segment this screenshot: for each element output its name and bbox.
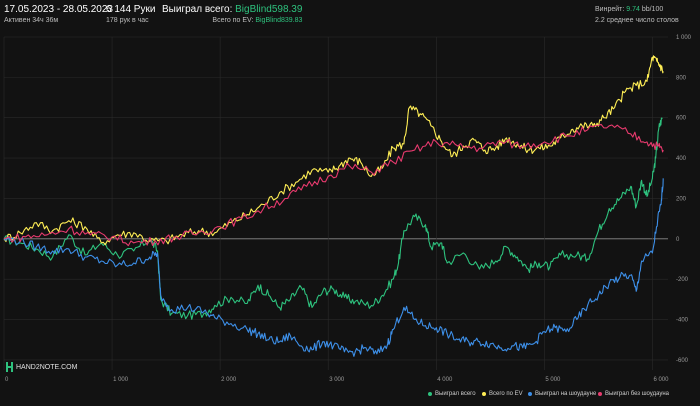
legend-label: Выиграл без шоудауна xyxy=(605,391,669,397)
won-total-value: BigBlind598.39 xyxy=(235,4,303,15)
hand2note-logo: HAND2NOTE.COM xyxy=(6,362,77,372)
legend-label: Выиграл всего xyxy=(435,391,476,397)
logo-mark-icon xyxy=(6,362,13,372)
winrate-block: Винрейт: 9.74 bb/100 2.2 среднее число с… xyxy=(595,4,679,26)
legend-item-no-showdown[interactable]: Выиграл без шоудауна xyxy=(598,391,669,397)
x-tick-label: 3 000 xyxy=(329,377,345,383)
x-tick-label: 0 xyxy=(5,377,9,383)
y-tick-labels: 1 000 800 600 400 200 0 -200 -400 -600 xyxy=(676,35,692,364)
series-line-1 xyxy=(3,55,664,246)
winrate-label: Винрейт: xyxy=(595,6,625,13)
y-tick-label: 800 xyxy=(676,75,687,81)
grid xyxy=(3,36,668,370)
y-tick-label: -600 xyxy=(676,358,689,364)
legend-label: Выиграл на шоудауне xyxy=(535,391,597,397)
x-tick-label: 1 000 xyxy=(113,377,129,383)
x-tick-label: 6 000 xyxy=(653,377,669,383)
won-block: Выиграл всего: BigBlind598.39 Всего по E… xyxy=(162,4,302,26)
x-tick-labels: 0 1 000 2 000 3 000 4 000 5 000 6 000 xyxy=(5,377,669,383)
hands-per-hour: 178 рук в час xyxy=(106,17,149,24)
y-tick-label: -200 xyxy=(676,277,689,283)
active-time: Активен 34ч 36м xyxy=(4,17,59,24)
winrate-suffix: bb/100 xyxy=(641,6,664,13)
legend-dot-icon xyxy=(528,392,532,396)
ev-total-label: Всего по EV: xyxy=(212,17,254,24)
x-tick-label: 5 000 xyxy=(545,377,561,383)
winrate: Винрейт: 9.74 bb/100 xyxy=(595,4,679,15)
legend-item-showdown[interactable]: Выиграл на шоудауне xyxy=(528,391,596,397)
legend-dot-icon xyxy=(428,392,432,396)
y-tick-label: 200 xyxy=(676,196,687,202)
series-line-0 xyxy=(3,117,663,320)
ev-total-value: BigBlind839.83 xyxy=(255,17,303,24)
legend-label: Всего по EV xyxy=(489,391,523,397)
series-lines xyxy=(3,55,664,357)
date-range: 17.05.2023 - 28.05.2023 xyxy=(4,4,113,15)
hands-block: 6 144 Руки 178 рук в час xyxy=(106,4,155,26)
legend-dot-icon xyxy=(598,392,602,396)
won-total: Выиграл всего: BigBlind598.39 xyxy=(162,4,302,15)
date-block: 17.05.2023 - 28.05.2023 Активен 34ч 36м xyxy=(4,4,113,26)
x-tick-label: 2 000 xyxy=(221,377,237,383)
logo-text: HAND2NOTE.COM xyxy=(16,363,78,371)
legend-item-total[interactable]: Выиграл всего xyxy=(428,391,476,397)
winrate-value: 9.74 xyxy=(626,6,640,13)
series-line-3 xyxy=(3,123,664,247)
hands-count: 6 144 Руки xyxy=(106,4,156,15)
series-line-2 xyxy=(3,178,664,357)
y-tick-label: 0 xyxy=(676,237,680,243)
legend-item-ev[interactable]: Всего по EV xyxy=(482,391,523,397)
y-tick-label: 600 xyxy=(676,116,687,122)
y-tick-label: 1 000 xyxy=(676,35,692,41)
ev-total: Всего по EV: BigBlind839.83 xyxy=(162,15,302,26)
legend-dot-icon xyxy=(482,392,486,396)
y-tick-label: -400 xyxy=(676,318,689,324)
y-tick-label: 400 xyxy=(676,156,687,162)
won-total-label: Выиграл всего: xyxy=(162,4,233,15)
avg-tables: 2.2 среднее число столов xyxy=(595,17,679,24)
x-tick-label: 4 000 xyxy=(437,377,453,383)
